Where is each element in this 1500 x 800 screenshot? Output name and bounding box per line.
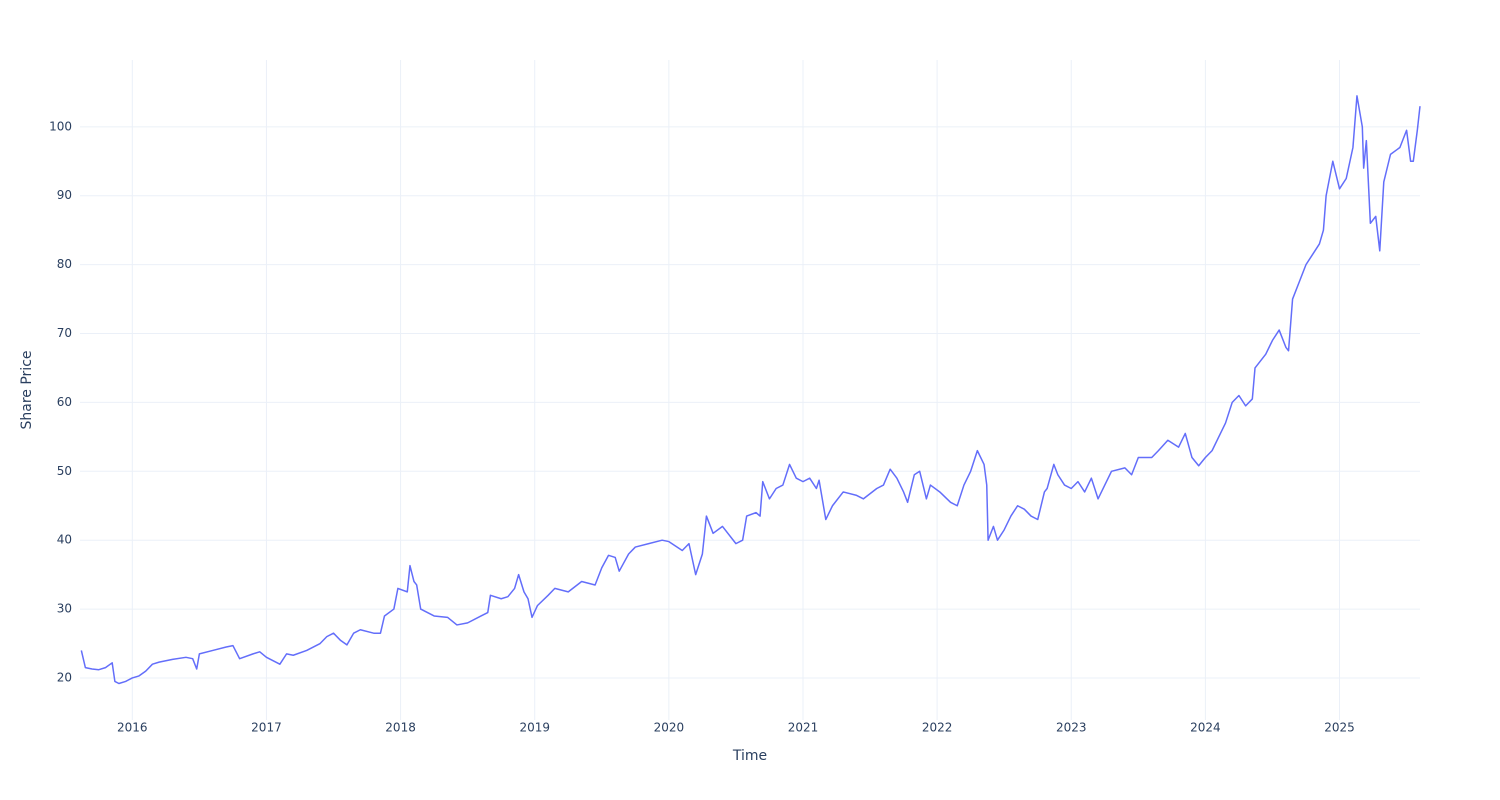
- x-tick-label: 2024: [1190, 721, 1221, 735]
- y-tick-label: 40: [57, 533, 72, 547]
- x-tick-label: 2016: [117, 721, 148, 735]
- y-tick-label: 30: [57, 602, 72, 616]
- x-tick-label: 2019: [519, 721, 550, 735]
- x-tick-label: 2022: [922, 721, 953, 735]
- y-tick-label: 100: [49, 119, 72, 133]
- x-tick-label: 2017: [251, 721, 282, 735]
- price-line: [80, 95, 1421, 685]
- y-tick-label: 60: [57, 395, 72, 409]
- x-tick-label: 2018: [385, 721, 416, 735]
- x-tick-label: 2020: [654, 721, 685, 735]
- x-tick-label: 2025: [1324, 721, 1355, 735]
- y-axis-title: Share Price: [19, 350, 35, 429]
- x-axis-title: Time: [732, 748, 767, 764]
- y-tick-label: 90: [57, 188, 72, 202]
- y-tick-label: 70: [57, 326, 72, 340]
- x-tick-label: 2023: [1056, 721, 1087, 735]
- y-tick-label: 20: [57, 670, 72, 684]
- x-tick-label: 2021: [788, 721, 819, 735]
- y-tick-label: 80: [57, 257, 72, 271]
- y-tick-label: 50: [57, 464, 72, 478]
